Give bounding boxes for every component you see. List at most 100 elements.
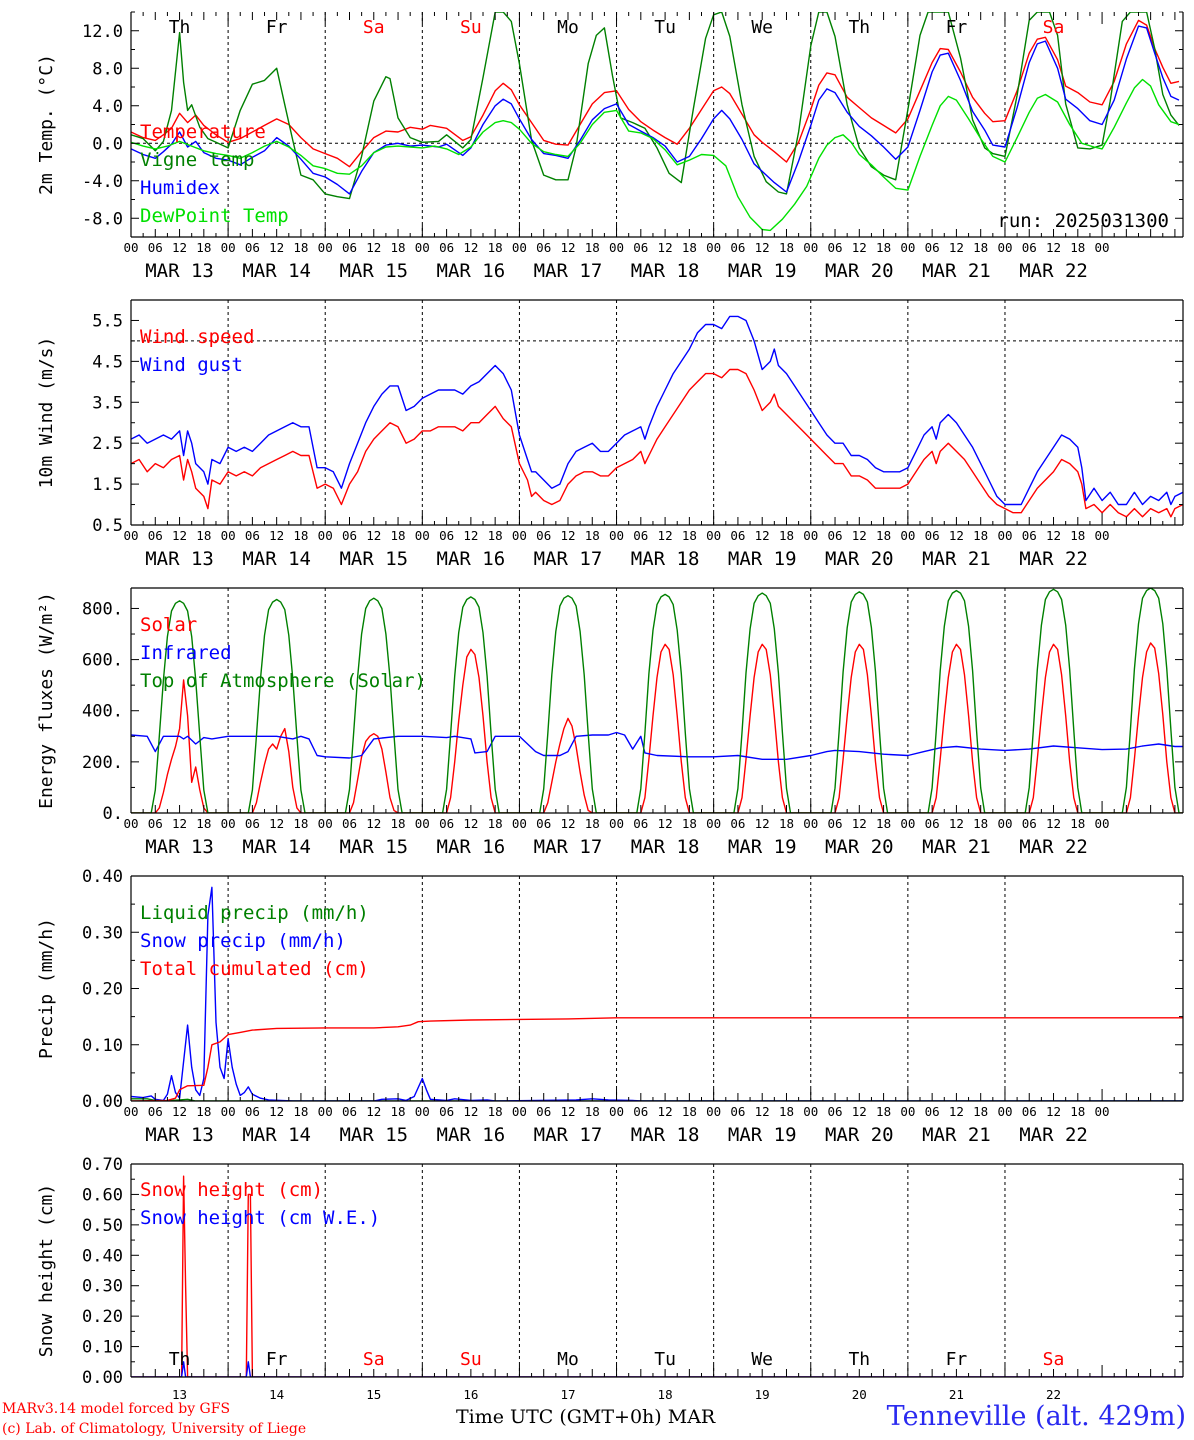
hour-tick-label: 06 bbox=[633, 816, 648, 831]
hour-tick-label: 00 bbox=[1095, 816, 1110, 831]
hour-tick-label: 06 bbox=[536, 816, 551, 831]
date-label: MAR 13 bbox=[145, 836, 214, 858]
hour-tick-label: 12 bbox=[658, 528, 673, 543]
hour-tick-label: 18 bbox=[585, 816, 600, 831]
hour-tick-label: 18 bbox=[196, 816, 211, 831]
day-number-label: 14 bbox=[269, 1387, 284, 1402]
hour-tick-label: 12 bbox=[949, 240, 964, 255]
hour-tick-label: 12 bbox=[269, 240, 284, 255]
y-tick-label: 2.5 bbox=[92, 434, 123, 454]
day-number-label: 15 bbox=[366, 1387, 381, 1402]
hour-tick-label: 12 bbox=[172, 1104, 187, 1119]
y-tick-label: 0.0 bbox=[92, 134, 123, 154]
hour-tick-label: 12 bbox=[755, 240, 770, 255]
day-number-label: 20 bbox=[852, 1387, 867, 1402]
hour-tick-label: 00 bbox=[318, 1104, 333, 1119]
y-tick-label: 12.0 bbox=[82, 22, 123, 42]
hour-tick-label: 18 bbox=[682, 1104, 697, 1119]
y-tick-label: 0.5 bbox=[92, 516, 123, 536]
hour-tick-label: 18 bbox=[973, 528, 988, 543]
hour-tick-label: 00 bbox=[900, 240, 915, 255]
hour-tick-label: 12 bbox=[1046, 816, 1061, 831]
hour-tick-label: 12 bbox=[658, 240, 673, 255]
date-label: MAR 19 bbox=[728, 836, 797, 858]
y-tick-label: 1.5 bbox=[92, 475, 123, 495]
hour-tick-label: 18 bbox=[1070, 816, 1085, 831]
hour-tick-label: 06 bbox=[439, 816, 454, 831]
hour-tick-label: 00 bbox=[803, 816, 818, 831]
hour-tick-label: 12 bbox=[560, 816, 575, 831]
series-line-dewpoint-temp bbox=[131, 78, 1180, 232]
hour-tick-label: 18 bbox=[293, 816, 308, 831]
date-label: MAR 18 bbox=[631, 836, 700, 858]
day-number-label: 16 bbox=[463, 1387, 478, 1402]
legend-entry: Liquid precip (mm/h) bbox=[140, 902, 369, 924]
date-label: MAR 16 bbox=[437, 1124, 506, 1146]
y-tick-label: 0.10 bbox=[82, 1338, 123, 1358]
series-line-snow-height-cm-w-e- bbox=[131, 1361, 1183, 1377]
hour-tick-label: 00 bbox=[609, 1104, 624, 1119]
date-label: MAR 20 bbox=[825, 836, 894, 858]
date-label: MAR 14 bbox=[242, 548, 311, 570]
hour-tick-label: 00 bbox=[415, 528, 430, 543]
y-tick-label: 5.5 bbox=[92, 311, 123, 331]
hour-tick-label: 18 bbox=[196, 240, 211, 255]
series-line-top-of-atmosphere-solar- bbox=[131, 588, 1183, 813]
hour-tick-label: 00 bbox=[512, 1104, 527, 1119]
date-label: MAR 13 bbox=[145, 548, 214, 570]
hour-tick-label: 00 bbox=[997, 528, 1012, 543]
date-label: MAR 21 bbox=[922, 260, 991, 282]
y-tick-label: 3.5 bbox=[92, 393, 123, 413]
hour-tick-label: 00 bbox=[900, 528, 915, 543]
date-label: MAR 21 bbox=[922, 548, 991, 570]
hour-tick-label: 00 bbox=[803, 1104, 818, 1119]
y-tick-label: 4.0 bbox=[92, 97, 123, 117]
y-tick-label: 0.20 bbox=[82, 1307, 123, 1327]
hour-tick-label: 18 bbox=[1070, 1104, 1085, 1119]
y-axis-label: Precip (mm/h) bbox=[36, 918, 57, 1059]
series-group bbox=[131, 1175, 1183, 1377]
time-axis-title: Time UTC (GMT+0h) bbox=[456, 1406, 662, 1428]
hour-tick-label: 00 bbox=[318, 240, 333, 255]
hour-tick-label: 06 bbox=[925, 240, 940, 255]
hour-tick-label: 18 bbox=[293, 528, 308, 543]
hour-tick-label: 18 bbox=[1070, 240, 1085, 255]
date-label: MAR 16 bbox=[437, 836, 506, 858]
legend-entry: Snow precip (mm/h) bbox=[140, 930, 346, 952]
series-group bbox=[131, 588, 1183, 813]
y-tick-label: 0.60 bbox=[82, 1185, 123, 1205]
series-line-total-cumulated-cm- bbox=[131, 1017, 1183, 1101]
weekday-label: Mo bbox=[557, 17, 579, 38]
y-tick-label: 200. bbox=[82, 753, 123, 773]
hour-tick-label: 00 bbox=[221, 240, 236, 255]
series-group bbox=[131, 315, 1183, 518]
hour-tick-label: 18 bbox=[876, 528, 891, 543]
hour-tick-label: 00 bbox=[415, 240, 430, 255]
hour-tick-label: 00 bbox=[221, 528, 236, 543]
hour-tick-label: 06 bbox=[342, 1104, 357, 1119]
hour-tick-label: 12 bbox=[755, 528, 770, 543]
day-number-label: 13 bbox=[172, 1387, 187, 1402]
weekday-label: Th bbox=[169, 17, 191, 38]
day-number-label: 22 bbox=[1046, 1387, 1061, 1402]
day-number-label: 18 bbox=[658, 1387, 673, 1402]
weekday-label: Tu bbox=[654, 17, 676, 38]
date-label: MAR 17 bbox=[534, 1124, 603, 1146]
hour-tick-label: 18 bbox=[876, 240, 891, 255]
hour-tick-label: 06 bbox=[925, 528, 940, 543]
y-tick-label: 0.20 bbox=[82, 980, 123, 1000]
y-axis-label: 2m Temp. (°C) bbox=[36, 54, 57, 195]
date-label: MAR 19 bbox=[728, 260, 797, 282]
model-credit: MARv3.14 model forced by GFS bbox=[2, 1401, 231, 1417]
weekday-label: Th bbox=[848, 17, 870, 38]
hour-tick-label: 18 bbox=[585, 528, 600, 543]
date-label: MAR 18 bbox=[631, 260, 700, 282]
hour-tick-label: 00 bbox=[1095, 1104, 1110, 1119]
legend-entry: Snow height (cm) bbox=[140, 1179, 323, 1201]
hour-tick-label: 12 bbox=[1046, 528, 1061, 543]
hour-tick-label: 06 bbox=[730, 240, 745, 255]
hour-tick-label: 18 bbox=[973, 816, 988, 831]
weekday-label: Fr bbox=[266, 1349, 288, 1370]
weekday-label: We bbox=[751, 1349, 773, 1370]
y-tick-label: -8.0 bbox=[82, 209, 123, 229]
